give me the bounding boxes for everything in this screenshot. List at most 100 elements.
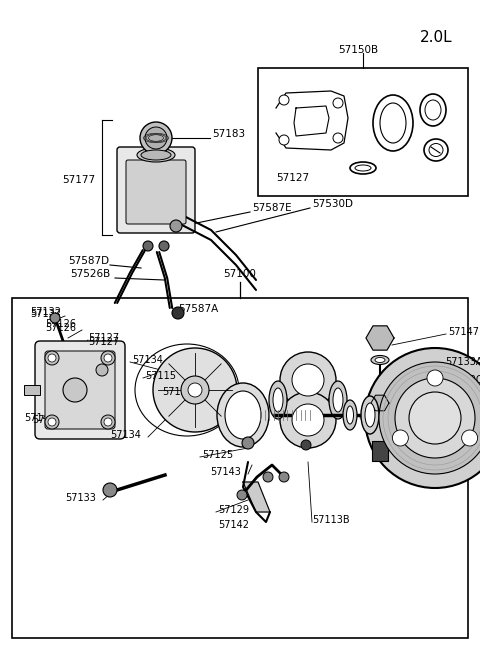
Polygon shape <box>371 403 380 411</box>
Text: 57150B: 57150B <box>338 45 378 55</box>
Circle shape <box>280 392 336 448</box>
Circle shape <box>104 418 112 426</box>
Circle shape <box>188 383 202 397</box>
Text: 57124: 57124 <box>162 387 193 397</box>
Circle shape <box>237 490 247 500</box>
Circle shape <box>153 348 237 432</box>
Ellipse shape <box>361 396 379 434</box>
Circle shape <box>333 133 343 143</box>
Circle shape <box>333 98 343 108</box>
Text: 57113B: 57113B <box>312 515 349 525</box>
Text: 57127: 57127 <box>276 173 309 183</box>
Ellipse shape <box>217 383 269 447</box>
Text: 57587A: 57587A <box>178 304 218 314</box>
Polygon shape <box>380 338 394 350</box>
Bar <box>284 380 332 420</box>
Ellipse shape <box>365 403 375 427</box>
Text: 57183: 57183 <box>212 129 245 139</box>
Ellipse shape <box>137 148 175 162</box>
Circle shape <box>101 351 115 365</box>
FancyBboxPatch shape <box>126 160 186 224</box>
Text: 57132: 57132 <box>30 307 61 317</box>
Ellipse shape <box>269 381 287 419</box>
Text: 57125: 57125 <box>202 450 233 460</box>
Polygon shape <box>373 338 387 350</box>
Polygon shape <box>371 395 380 403</box>
Circle shape <box>48 418 56 426</box>
Circle shape <box>462 430 478 446</box>
Ellipse shape <box>343 400 357 430</box>
Ellipse shape <box>347 406 353 424</box>
Text: 57147: 57147 <box>448 327 479 337</box>
Text: 57134: 57134 <box>132 355 163 365</box>
Text: 57530D: 57530D <box>312 199 353 209</box>
Polygon shape <box>373 326 387 338</box>
Circle shape <box>280 352 336 408</box>
Text: 57142: 57142 <box>218 520 249 530</box>
Circle shape <box>45 415 59 429</box>
Bar <box>395 400 417 430</box>
Circle shape <box>301 440 311 450</box>
Text: 57177: 57177 <box>62 175 95 185</box>
Text: 57127: 57127 <box>88 337 119 347</box>
FancyBboxPatch shape <box>35 341 125 439</box>
Ellipse shape <box>375 358 385 362</box>
Circle shape <box>145 127 167 149</box>
Text: 2.0L: 2.0L <box>420 31 453 45</box>
Ellipse shape <box>371 356 389 364</box>
Text: 57149A: 57149A <box>24 413 61 423</box>
Polygon shape <box>366 338 380 350</box>
Text: 57149C: 57149C <box>445 375 480 385</box>
Text: 57133A: 57133A <box>445 357 480 367</box>
Circle shape <box>50 313 60 323</box>
Circle shape <box>365 348 480 488</box>
Text: 57100: 57100 <box>224 269 256 279</box>
Circle shape <box>292 364 324 396</box>
Ellipse shape <box>141 150 171 160</box>
Bar <box>372 441 388 461</box>
Ellipse shape <box>333 388 343 412</box>
Polygon shape <box>243 482 270 512</box>
Circle shape <box>140 122 172 154</box>
Circle shape <box>143 241 153 251</box>
Circle shape <box>379 362 480 474</box>
Circle shape <box>279 95 289 105</box>
Circle shape <box>101 415 115 429</box>
Circle shape <box>427 370 443 386</box>
Text: 57587D: 57587D <box>68 256 109 266</box>
Circle shape <box>172 307 184 319</box>
Text: 57127: 57127 <box>88 333 119 343</box>
Ellipse shape <box>273 388 283 412</box>
Polygon shape <box>380 403 389 411</box>
Text: 57126: 57126 <box>45 323 76 333</box>
Polygon shape <box>375 395 384 403</box>
Text: 57129: 57129 <box>218 505 249 515</box>
Circle shape <box>170 220 182 232</box>
Circle shape <box>292 404 324 436</box>
Circle shape <box>103 483 117 497</box>
Text: 57587E: 57587E <box>252 203 292 213</box>
FancyBboxPatch shape <box>117 147 195 233</box>
Text: 57115: 57115 <box>145 371 176 381</box>
Text: 57134: 57134 <box>110 430 141 440</box>
Circle shape <box>409 392 461 444</box>
Circle shape <box>279 135 289 145</box>
Circle shape <box>242 437 254 449</box>
Circle shape <box>395 378 475 458</box>
Text: 57149A: 57149A <box>32 415 70 425</box>
Text: 57526B: 57526B <box>70 269 110 279</box>
Circle shape <box>159 241 169 251</box>
Circle shape <box>104 354 112 362</box>
Ellipse shape <box>225 391 261 439</box>
Text: 57133: 57133 <box>65 493 96 503</box>
Ellipse shape <box>329 381 347 419</box>
Text: 57126: 57126 <box>45 319 76 329</box>
FancyBboxPatch shape <box>45 351 115 429</box>
Circle shape <box>48 354 56 362</box>
Circle shape <box>279 472 289 482</box>
Bar <box>24 385 40 395</box>
Circle shape <box>263 472 273 482</box>
Circle shape <box>392 430 408 446</box>
Polygon shape <box>380 395 389 403</box>
Polygon shape <box>366 326 380 338</box>
